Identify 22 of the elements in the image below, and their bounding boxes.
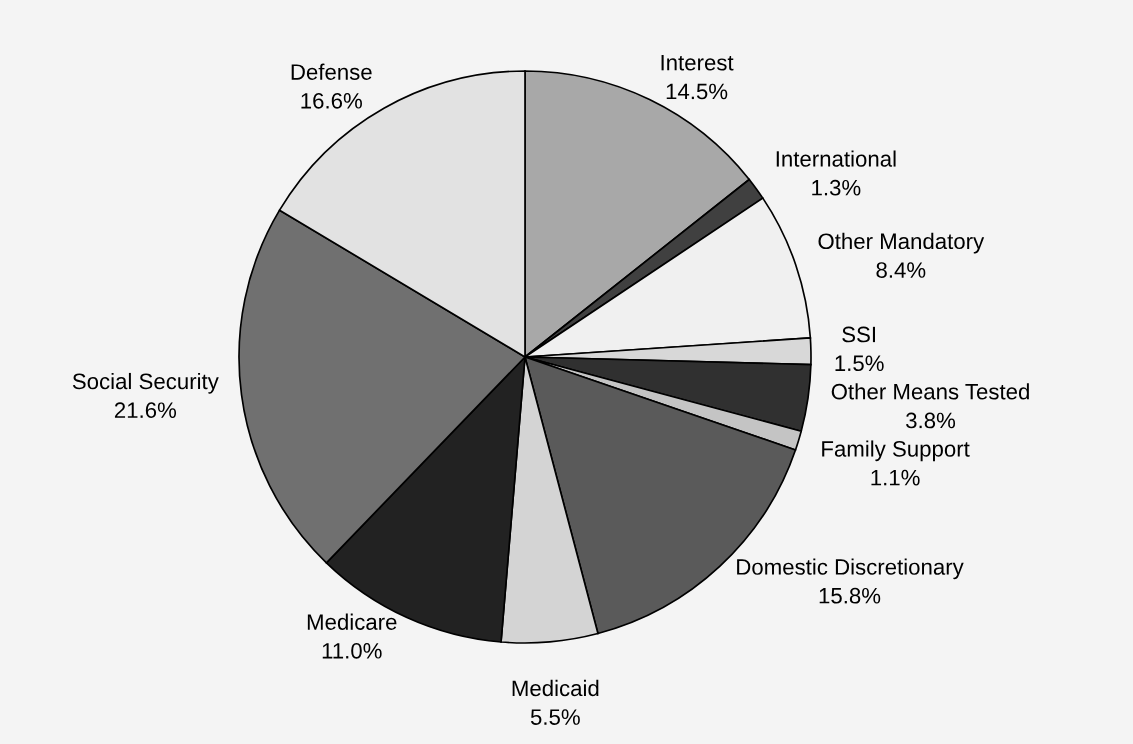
- slice-label: Domestic Discretionary: [737, 558, 964, 580]
- data-label: 5.5%: [530, 709, 580, 725]
- data-label: 14.5%: [666, 83, 728, 100]
- slice-label: International: [776, 150, 896, 167]
- data-label: 15.8%: [819, 587, 881, 604]
- slice-label: Interest: [661, 55, 734, 71]
- slice-label: Other Means Tested: [831, 383, 1029, 400]
- slice-label: Family Support: [822, 440, 970, 462]
- slice-label: Medicare: [307, 613, 397, 630]
- data-label: 1.3%: [812, 179, 861, 196]
- slice-label: Defense: [291, 63, 372, 80]
- slice-label: SSI: [842, 326, 875, 343]
- data-label: 16.6%: [301, 92, 362, 109]
- data-label: 11.0%: [322, 642, 382, 659]
- slice-label: Other Mandatory: [818, 232, 985, 254]
- data-label: 1.1%: [871, 469, 920, 486]
- slice-label: Medicaid: [512, 679, 599, 697]
- data-label: 1.5%: [835, 355, 884, 372]
- data-label: 3.8%: [906, 412, 956, 429]
- data-label: 8.4%: [876, 262, 926, 278]
- slice-label: Social Security: [72, 372, 219, 394]
- data-label: 21.6%: [114, 402, 177, 419]
